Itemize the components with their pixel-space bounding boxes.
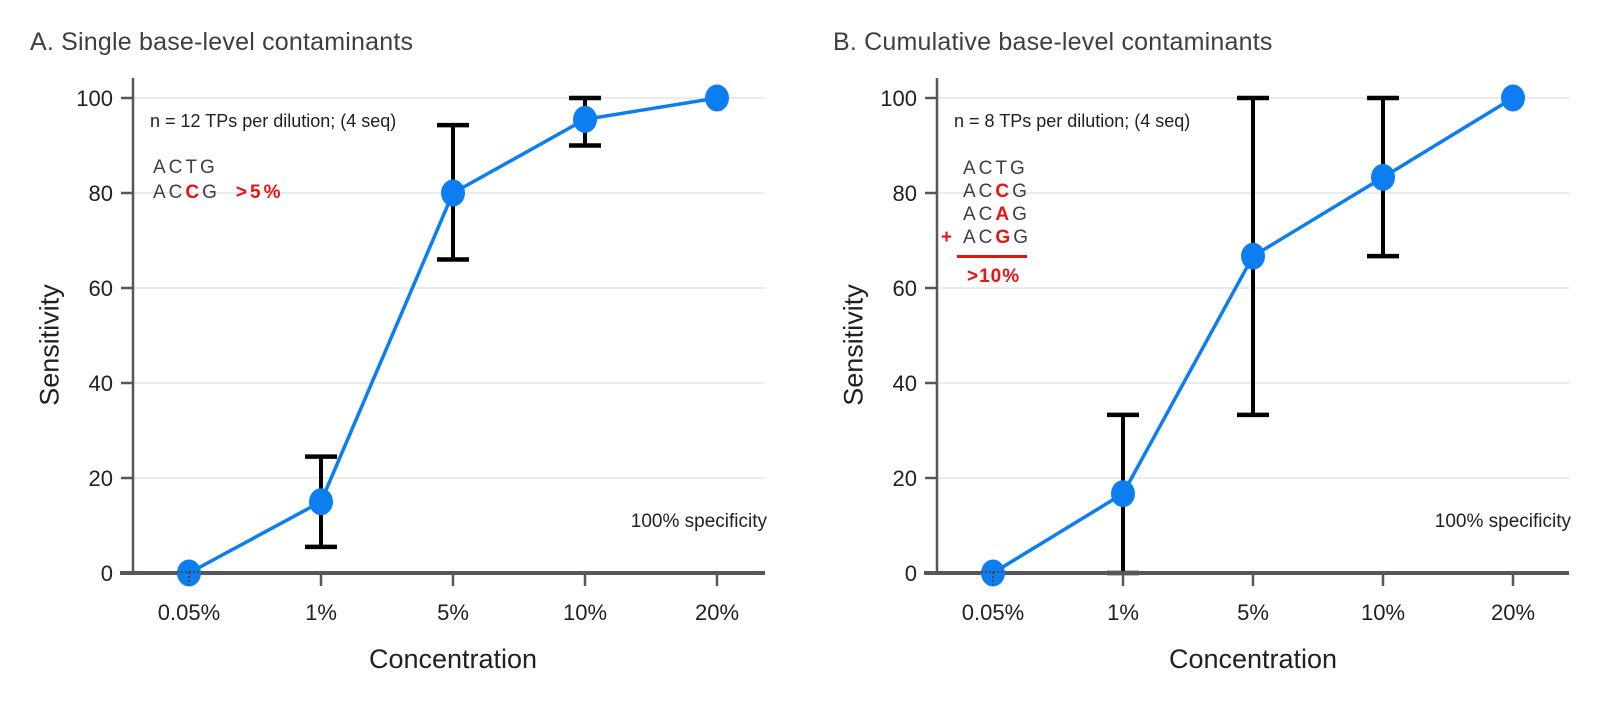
data-point (309, 488, 333, 516)
sequence-text: G (1012, 204, 1030, 225)
data-points (981, 84, 1525, 587)
y-tick-label: 60 (893, 276, 917, 301)
sequence-line: ACAG (963, 203, 1031, 226)
panel-a-sequence-annotation: ACTG ACCG >5% (153, 155, 283, 205)
tick-labels: 0 20 40 60 80 100 0.05% 1% 5% 10% 20% (880, 86, 1535, 625)
panel-a-y-axis-label: Sensitivity (34, 284, 65, 406)
sequence-highlight: G (995, 227, 1014, 248)
data-point (1501, 84, 1525, 112)
sequence-text: G (1013, 227, 1031, 248)
x-tick-label: 1% (1107, 600, 1139, 625)
y-tick-label: 40 (893, 371, 917, 396)
data-point (573, 105, 597, 133)
y-tick-label: 80 (89, 181, 113, 206)
y-tick-label: 20 (893, 466, 917, 491)
y-tick-label: 0 (101, 561, 113, 586)
axes (924, 78, 1569, 586)
x-tick-label: 10% (563, 600, 607, 625)
y-tick-label: 100 (880, 86, 917, 111)
gridlines (133, 97, 765, 479)
sequence-text: ACTG (153, 157, 218, 178)
sequence-text: AC (963, 204, 996, 225)
y-tick-label: 0 (905, 561, 917, 586)
x-tick-label: 5% (437, 600, 469, 625)
y-tick-label: 80 (893, 181, 917, 206)
data-point (705, 84, 729, 112)
y-tick-label: 20 (89, 466, 113, 491)
panel-b-sequence-annotation: ACTG ACCG ACAG + ACGG >10% (941, 157, 1031, 288)
y-tick-label: 40 (89, 371, 113, 396)
sequence-line: ACTG (963, 157, 1031, 180)
error-bars (1107, 95, 1399, 576)
sequence-highlight: C (995, 181, 1013, 202)
sequence-text: ACTG (963, 158, 1028, 179)
y-tick-label: 100 (76, 86, 113, 111)
y-tick-label: 60 (89, 276, 113, 301)
x-tick-label: 0.05% (158, 600, 220, 625)
sequence-text: AC (963, 181, 996, 202)
x-tick-label: 5% (1237, 600, 1269, 625)
panel-a-x-axis-label: Concentration (368, 644, 538, 674)
panel-a-plot: 0 20 40 60 80 100 0.05% 1% 5% 10% 20% (76, 78, 765, 625)
threshold-label: >10% (967, 266, 1021, 287)
panel-a-n-note: n = 12 TPs per dilution; (4 seq) (150, 111, 397, 131)
sequence-line: + ACGG (941, 226, 1031, 249)
data-points (177, 84, 729, 587)
sequence-highlight: + (941, 227, 953, 248)
sequence-text: AC (963, 227, 996, 248)
panel-b-specificity-note: 100% specificity (1434, 511, 1571, 532)
data-point (441, 179, 465, 207)
panel-b-n-note: n = 8 TPs per dilution; (4 seq) (954, 111, 1191, 131)
panel-b-x-axis-label: Concentration (1168, 644, 1338, 674)
sequence-line: ACTG (153, 155, 283, 180)
data-point (1371, 163, 1395, 191)
sum-rule-line (957, 255, 1027, 258)
sequence-highlight: A (995, 204, 1013, 225)
x-tick-label: 20% (695, 600, 739, 625)
sequence-highlight: C (185, 182, 203, 203)
x-tick-label: 10% (1361, 600, 1405, 625)
tick-labels: 0 20 40 60 80 100 0.05% 1% 5% 10% 20% (76, 86, 739, 625)
zero-error-artifact (177, 571, 201, 585)
data-point (1241, 242, 1265, 270)
zero-error-artifact (981, 571, 1005, 585)
sequence-text: G (202, 182, 220, 203)
x-tick-label: 20% (1491, 600, 1535, 625)
error-bars (305, 95, 601, 550)
sequence-line: ACCG (963, 180, 1031, 203)
panel-a-specificity-note: 100% specificity (630, 511, 767, 532)
data-point (1111, 480, 1135, 508)
panel-b-plot: 0 20 40 60 80 100 0.05% 1% 5% 10% 20% (880, 78, 1569, 625)
sequence-text: G (1012, 181, 1030, 202)
sequence-text: AC (153, 182, 186, 203)
panel-a-title: A. Single base-level contaminants (30, 28, 414, 56)
panel-b-title: B. Cumulative base-level contaminants (833, 28, 1273, 56)
panel-b-y-axis-label: Sensitivity (838, 284, 869, 406)
sequence-highlight: >5% (235, 182, 284, 203)
x-tick-label: 1% (305, 600, 337, 625)
x-tick-label: 0.05% (962, 600, 1024, 625)
sequence-line: ACCG >5% (153, 180, 283, 205)
